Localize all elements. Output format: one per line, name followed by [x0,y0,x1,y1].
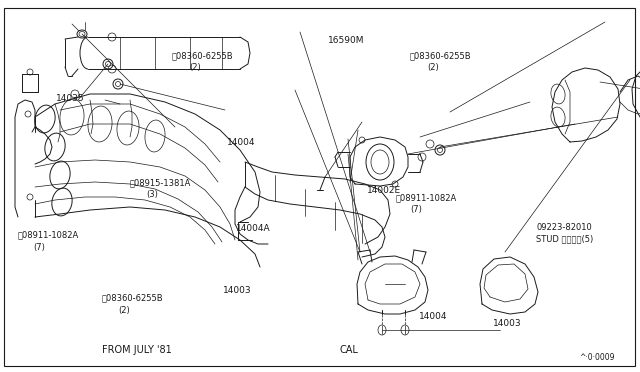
Text: Ⓞ08911-1082A: Ⓞ08911-1082A [18,231,79,240]
Text: CAL: CAL [339,345,358,355]
Text: (3): (3) [146,190,158,199]
Text: Ⓝ08360-6255B: Ⓝ08360-6255B [410,51,471,60]
Text: Ⓗ08915-1381A: Ⓗ08915-1381A [129,179,191,187]
Text: Ⓝ08360-6255B: Ⓝ08360-6255B [172,51,233,60]
Text: (2): (2) [427,63,438,72]
Text: 14035: 14035 [56,94,85,103]
Text: 14004: 14004 [227,138,256,147]
Text: 14003: 14003 [223,286,252,295]
Text: 16590M: 16590M [328,36,364,45]
Text: STUD スタッド(5): STUD スタッド(5) [536,234,593,243]
Text: 14004: 14004 [419,312,448,321]
Text: Ⓝ08360-6255B: Ⓝ08360-6255B [101,294,163,303]
Text: (2): (2) [189,63,200,72]
Text: 09223-82010: 09223-82010 [536,223,592,232]
Text: 14002E: 14002E [367,186,401,195]
Text: 14003: 14003 [493,319,522,328]
Text: (7): (7) [33,243,45,251]
Text: (2): (2) [118,306,130,315]
Text: (7): (7) [410,205,422,214]
Text: Ⓞ08911-1082A: Ⓞ08911-1082A [396,193,457,202]
Text: ^·0·0009: ^·0·0009 [579,353,614,362]
Text: FROM JULY '81: FROM JULY '81 [102,345,172,355]
Text: 14004A: 14004A [236,224,270,233]
